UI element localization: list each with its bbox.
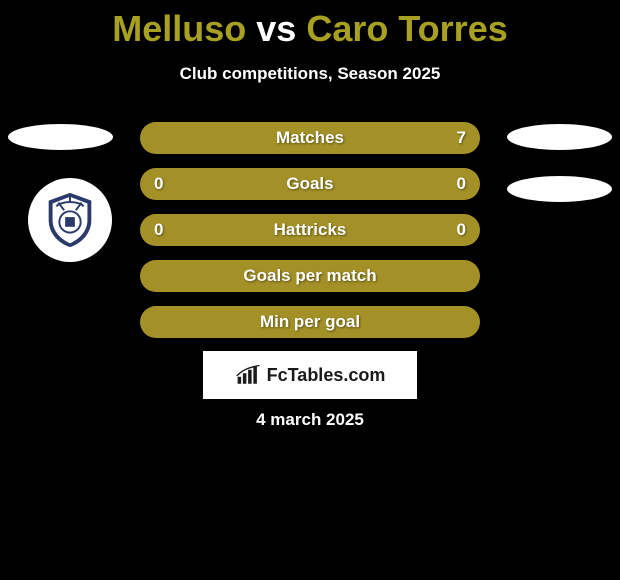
club-crest-icon — [39, 189, 101, 251]
brand-text: FcTables.com — [267, 365, 386, 386]
stat-left-value: 0 — [154, 220, 163, 240]
player1-name: Melluso — [112, 8, 246, 49]
brand-watermark: FcTables.com — [203, 351, 417, 399]
club-badge — [28, 178, 112, 262]
left-placeholder-ellipse — [8, 124, 113, 150]
stat-label: Goals per match — [243, 266, 376, 286]
comparison-title: Melluso vs Caro Torres — [0, 0, 620, 50]
stat-right-value: 7 — [457, 128, 466, 148]
vs-text: vs — [256, 8, 296, 49]
stat-label: Min per goal — [260, 312, 360, 332]
stats-container: Matches 7 0 Goals 0 0 Hattricks 0 Goals … — [140, 122, 480, 352]
date-text: 4 march 2025 — [0, 410, 620, 430]
subtitle: Club competitions, Season 2025 — [0, 64, 620, 84]
brand-chart-icon — [235, 364, 263, 386]
stat-row-goals: 0 Goals 0 — [140, 168, 480, 200]
stat-label: Matches — [276, 128, 344, 148]
stat-row-goals-per-match: Goals per match — [140, 260, 480, 292]
stat-row-matches: Matches 7 — [140, 122, 480, 154]
stat-row-hattricks: 0 Hattricks 0 — [140, 214, 480, 246]
stat-right-value: 0 — [457, 174, 466, 194]
stat-label: Hattricks — [274, 220, 347, 240]
stat-left-value: 0 — [154, 174, 163, 194]
player2-name: Caro Torres — [306, 8, 507, 49]
right-placeholder-ellipse-1 — [507, 124, 612, 150]
stat-right-value: 0 — [457, 220, 466, 240]
stat-label: Goals — [286, 174, 333, 194]
right-placeholder-ellipse-2 — [507, 176, 612, 202]
stat-row-min-per-goal: Min per goal — [140, 306, 480, 338]
